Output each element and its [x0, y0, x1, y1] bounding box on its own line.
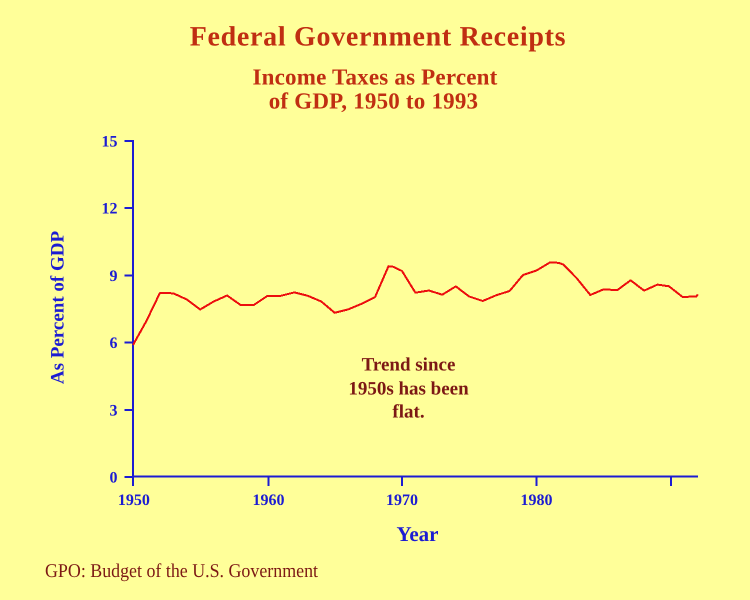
svg-text:1950: 1950: [118, 492, 150, 509]
svg-text:Federal Government Receipts: Federal Government Receipts: [190, 22, 567, 53]
svg-text:of GDP, 1950 to 1993: of GDP, 1950 to 1993: [269, 89, 479, 114]
svg-text:Trend since: Trend since: [362, 355, 456, 376]
svg-text:9: 9: [110, 268, 118, 285]
svg-text:1960: 1960: [253, 492, 285, 509]
svg-text:1980: 1980: [521, 492, 553, 509]
svg-text:Income Taxes as Percent: Income Taxes as Percent: [252, 65, 497, 90]
svg-text:12: 12: [102, 201, 118, 218]
svg-text:Year: Year: [397, 522, 439, 546]
svg-text:flat.: flat.: [392, 402, 424, 423]
svg-text:GPO: Budget of the U.S. Govern: GPO: Budget of the U.S. Government: [45, 561, 319, 582]
svg-text:3: 3: [110, 402, 118, 419]
svg-text:15: 15: [102, 134, 118, 151]
svg-text:6: 6: [110, 335, 118, 352]
svg-text:0: 0: [110, 470, 118, 487]
svg-text:1950s has been: 1950s has been: [348, 379, 469, 400]
svg-text:1970: 1970: [386, 492, 418, 509]
svg-text:As Percent of GDP: As Percent of GDP: [48, 231, 69, 385]
